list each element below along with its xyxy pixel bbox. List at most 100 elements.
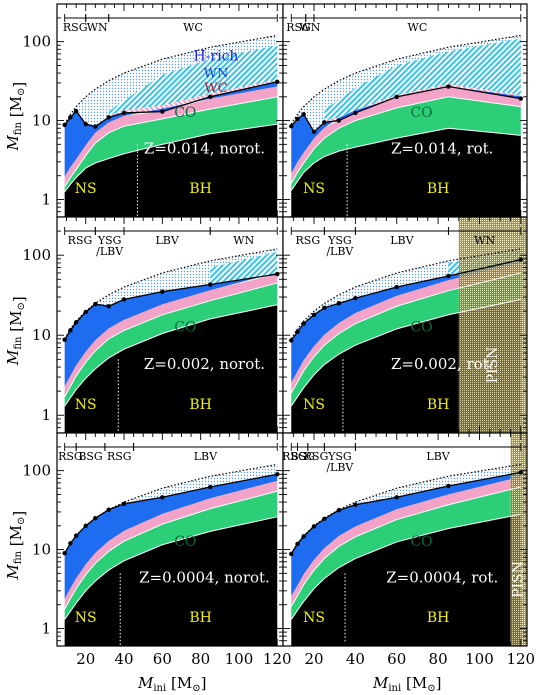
phase-label: RSG (296, 234, 321, 247)
co-core-line (290, 486, 521, 607)
co-core-line (290, 272, 521, 394)
phase-label: /LBV (326, 245, 354, 258)
final-mass-point (121, 501, 127, 507)
final-mass-point (353, 502, 358, 507)
final-mass-point (68, 541, 73, 546)
final-mass-point (83, 523, 88, 529)
x-tick-label: 120 (263, 650, 292, 668)
phase-label: WC (183, 21, 203, 34)
bh-label: BH (189, 397, 212, 413)
final-mass-point (208, 484, 213, 490)
final-mass-point (353, 296, 358, 301)
final-mass-line (64, 473, 278, 554)
final-mass-point (160, 289, 165, 294)
panel-3: NS BH CO Z=0.002, norot. RSG YSG/LBV LBV WN (56, 216, 284, 434)
remnant-line (290, 127, 521, 191)
h-rich-label: H-rich (193, 48, 238, 64)
final-mass-point (62, 337, 67, 342)
co-core-line (290, 96, 521, 184)
panel-label: Z=0.0004, rot. (386, 569, 498, 587)
y-tick-label: 10 (32, 112, 51, 130)
remnant-line (290, 513, 521, 620)
phase-label: RSG (63, 21, 88, 34)
co-core-region (64, 491, 278, 620)
panel-label: Z=0.002, norot. (144, 355, 265, 373)
x-tick-label: 100 (225, 650, 254, 668)
bh-label: BH (189, 610, 212, 626)
phase-label: WN (87, 21, 108, 34)
final-mass-point (62, 550, 67, 556)
final-mass-point (446, 483, 451, 489)
panel-4: PISN NS BH CO Z=0.002, rot. RSG YSG/LBV LBV WN (282, 216, 528, 434)
co-core-region (64, 282, 278, 407)
hydrogen-envelope-region (291, 472, 521, 597)
y-tick-label: 100 (22, 462, 51, 480)
remnant-region (64, 124, 278, 217)
final-mass-point (68, 115, 73, 120)
final-mass-point (518, 257, 523, 262)
final-mass-point (275, 271, 280, 277)
pisn-region (458, 217, 527, 433)
phase-label: WN (233, 234, 254, 247)
final-mass-point (322, 516, 327, 522)
final-mass-point (160, 109, 165, 114)
remnant-line (64, 123, 278, 193)
initial-mass-line (290, 248, 521, 340)
panel-label: Z=0.002, rot. (391, 355, 493, 373)
panel-plot-area: NS BH CO Z=0.0004, norot. (57, 433, 283, 646)
initial-mass-line (290, 34, 521, 125)
phase-label: LBV (155, 234, 179, 247)
panel-label: Z=0.014, rot. (391, 140, 493, 158)
phase-label: LBV (194, 450, 218, 463)
final-mass-point (73, 108, 79, 114)
final-mass-point (322, 305, 327, 311)
final-mass-point (83, 121, 88, 127)
pisn-label: PISN (485, 347, 501, 384)
co-core-line (64, 490, 278, 610)
panel-label: Z=0.014, norot. (144, 140, 265, 158)
remnant-region (64, 304, 278, 433)
final-mass-point (518, 96, 523, 101)
final-mass-point (83, 309, 88, 315)
ns-label: NS (303, 397, 325, 413)
y-tick-label: 100 (22, 246, 51, 264)
phase-label: /LBV (96, 245, 124, 258)
hydrogen-envelope-region (64, 474, 278, 600)
wn-region (324, 38, 521, 121)
co-core-region (291, 487, 521, 620)
final-mass-point (295, 541, 300, 547)
co-label: CO (174, 319, 196, 335)
phase-label: RSG (304, 450, 329, 463)
remnant-line (290, 298, 521, 407)
final-mass-point (208, 94, 213, 100)
y-axis-label: Mfin [M⊙] (4, 511, 28, 581)
hydrogen-envelope-region (291, 259, 521, 383)
hydrogen-envelope-region (64, 272, 278, 387)
pisn-label: PISN (511, 561, 527, 598)
phase-label: RSG (58, 450, 83, 463)
phase-label: LBV (390, 234, 414, 247)
final-mass-point (93, 301, 98, 307)
remnant-line (64, 516, 278, 620)
final-mass-point (518, 470, 523, 475)
final-mass-point (68, 328, 73, 333)
panel-plot-area: PISN NS BH CO Z=0.002, rot. (283, 217, 527, 433)
final-mass-line (290, 85, 521, 133)
final-mass-point (106, 507, 111, 512)
phase-label: RSG (286, 21, 311, 34)
helium-layer-region (64, 274, 278, 397)
co-core-line (64, 282, 278, 398)
final-mass-point (295, 116, 300, 122)
final-mass-line (64, 81, 278, 128)
phase-label: RSG (68, 234, 93, 247)
ns-label: NS (303, 181, 325, 197)
final-mass-point (353, 110, 358, 116)
panel-plot-area: NS BH CO Z=0.002, norot. (57, 217, 283, 433)
final-mass-point (295, 329, 300, 335)
final-mass-point (446, 84, 451, 89)
co-core-line (64, 96, 278, 188)
final-mass-point (336, 508, 342, 513)
bh-label: BH (427, 181, 450, 197)
